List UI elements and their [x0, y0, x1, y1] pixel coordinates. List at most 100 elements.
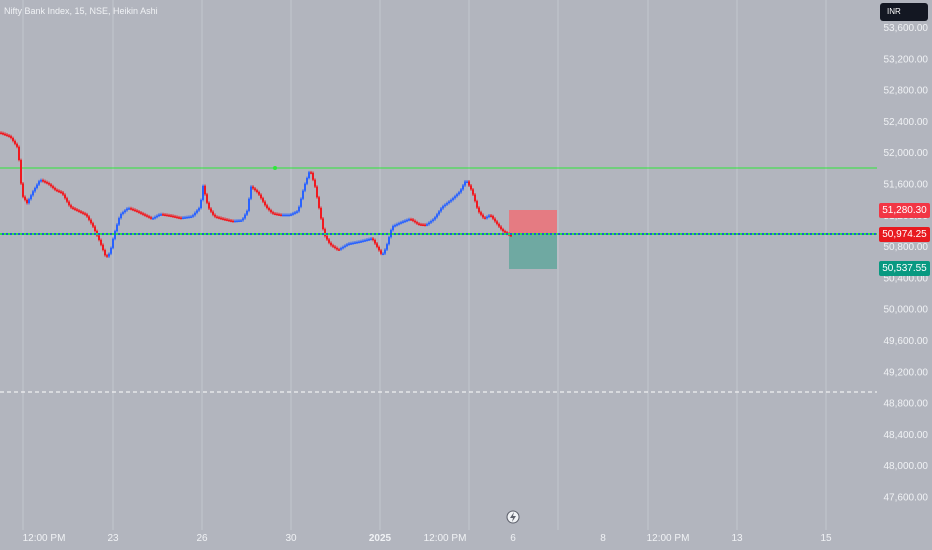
- candle-body: [214, 214, 216, 217]
- candle-body: [130, 208, 132, 210]
- candle-body: [54, 187, 56, 190]
- candle-body: [310, 172, 312, 174]
- candle-body: [234, 220, 236, 223]
- candle-body: [82, 212, 84, 214]
- time-axis-label: 8: [600, 533, 606, 544]
- candle-body: [452, 198, 454, 200]
- candle-body: [154, 216, 156, 219]
- candle-body: [464, 181, 466, 186]
- take-profit-zone[interactable]: [509, 235, 557, 269]
- price-tick-label: 47,600.00: [884, 493, 929, 504]
- candle-body: [446, 203, 448, 205]
- resistance-anchor[interactable]: [273, 166, 277, 170]
- time-axis[interactable]: 12:00 PM 23 26 30 2025 12:00 PM 6 8 12:00 PM 13 15: [23, 533, 832, 544]
- candle-body: [500, 226, 502, 230]
- candle-body: [158, 214, 160, 217]
- candle-body: [0, 132, 2, 135]
- stop-loss-zone[interactable]: [509, 210, 557, 235]
- time-axis-label: 15: [820, 533, 832, 544]
- candle-body: [434, 217, 436, 220]
- candle-body: [28, 199, 30, 204]
- candle-body: [198, 208, 200, 211]
- candle-body: [426, 224, 428, 226]
- candle-body: [376, 243, 378, 247]
- candle-body: [400, 222, 402, 224]
- candle-body: [150, 217, 152, 219]
- candle-body: [290, 214, 292, 216]
- candle-body: [476, 201, 478, 208]
- candle-body: [392, 226, 394, 231]
- candle-body: [370, 238, 372, 241]
- candle-body: [320, 207, 322, 219]
- candle-body: [378, 246, 380, 251]
- candle-body: [212, 211, 214, 215]
- candle-body: [384, 249, 386, 254]
- candle-body: [494, 218, 496, 222]
- candle-body: [48, 183, 50, 185]
- candle-body: [332, 245, 334, 247]
- candle-body: [340, 248, 342, 250]
- candle-body: [248, 198, 250, 211]
- price-tick-label: 50,000.00: [884, 305, 929, 316]
- candle-body: [350, 243, 352, 245]
- price-tick-label: 50,400.00: [884, 273, 929, 284]
- candle-body: [216, 216, 218, 219]
- candle-body: [40, 180, 42, 182]
- candle-body: [156, 215, 158, 218]
- candle-body: [336, 247, 338, 250]
- candle-body: [504, 231, 506, 233]
- symbol-title[interactable]: Nifty Bank Index, 15, NSE, Heikin Ashi: [4, 6, 158, 16]
- candle-body: [460, 189, 462, 193]
- candle-body: [120, 213, 122, 219]
- candle-body: [110, 247, 112, 254]
- currency-badge[interactable]: INR: [880, 3, 928, 21]
- candle-body: [260, 194, 262, 199]
- candle-body: [138, 211, 140, 213]
- candle-body: [224, 218, 226, 221]
- candle-body: [488, 215, 490, 217]
- candle-body: [312, 172, 314, 180]
- candle-body: [232, 220, 234, 223]
- candle-body: [56, 189, 58, 192]
- candle-body: [42, 180, 44, 182]
- time-axis-label: 13: [731, 533, 743, 544]
- candle-body: [162, 214, 164, 216]
- candle-body: [470, 185, 472, 190]
- candle-body: [298, 206, 300, 212]
- time-axis-label: 12:00 PM: [647, 533, 690, 544]
- candle-body: [308, 172, 310, 179]
- price-tick-label: 50,800.00: [884, 242, 929, 253]
- candle-body: [50, 184, 52, 187]
- candle-body: [66, 198, 68, 202]
- candle-body: [188, 216, 190, 219]
- candle-body: [412, 219, 414, 221]
- candle-body: [492, 216, 494, 219]
- candle-body: [442, 206, 444, 209]
- candle-body: [388, 237, 390, 245]
- candle-body: [478, 207, 480, 213]
- candle-body: [268, 208, 270, 211]
- candle-body: [106, 255, 108, 257]
- candle-body: [270, 210, 272, 213]
- candle-body: [306, 178, 308, 184]
- candle-body: [326, 236, 328, 240]
- candle-body: [422, 224, 424, 226]
- price-tick-label: 48,400.00: [884, 430, 929, 441]
- candle-body: [14, 140, 16, 144]
- candle-body: [366, 239, 368, 242]
- candle-body: [284, 214, 286, 217]
- candle-body: [126, 208, 128, 211]
- price-tick-label: 53,200.00: [884, 54, 929, 65]
- candle-body: [12, 138, 14, 141]
- candle-body: [486, 216, 488, 219]
- candle-body: [104, 250, 106, 256]
- candle-body: [76, 209, 78, 211]
- candle-body: [302, 190, 304, 199]
- candle-body: [112, 238, 114, 248]
- candle-body: [424, 224, 426, 227]
- lightning-icon[interactable]: [506, 510, 520, 524]
- candles: [0, 131, 512, 258]
- candle-body: [294, 212, 296, 214]
- candle-body: [316, 186, 318, 198]
